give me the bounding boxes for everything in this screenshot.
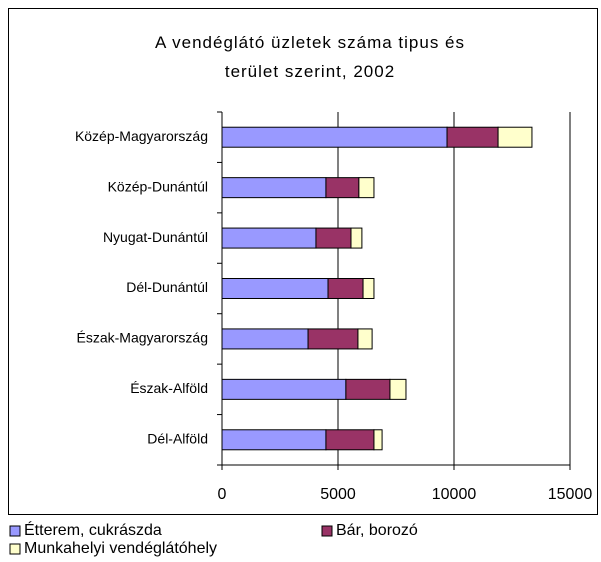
y-tick-label: Észak-Alföld: [130, 380, 208, 396]
bar-segment: [345, 378, 391, 400]
bar-segment: [446, 126, 499, 148]
legend-label: Bár, borozó: [336, 522, 418, 539]
bar-segment: [221, 227, 317, 249]
y-tick-label: Közép-Dunántúl: [108, 178, 208, 194]
chart-title: A vendéglátó üzletek száma tipus és terül…: [155, 33, 465, 81]
bar-segment: [389, 378, 407, 400]
legend-swatch: [321, 525, 333, 537]
y-tick-label: Nyugat-Dunántúl: [103, 229, 208, 245]
bar-segment: [221, 429, 327, 451]
x-tick-label: 10000: [432, 486, 477, 503]
bar-segment: [325, 429, 375, 451]
legend-label: Munkahelyi vendéglátóhely: [24, 540, 217, 557]
bar-segment: [327, 278, 364, 299]
bar-segment: [221, 278, 329, 299]
bar-segment: [357, 328, 373, 350]
bar-segment: [350, 227, 363, 249]
y-tick-label: Közép-Magyarország: [75, 128, 208, 144]
title-line: A vendéglátó üzletek száma tipus és: [155, 33, 465, 52]
bar-segment: [221, 328, 309, 350]
bar-segment: [373, 429, 383, 451]
bar-segment: [221, 378, 347, 400]
x-tick-label: 15000: [548, 486, 593, 503]
x-tick-label: 0: [218, 486, 227, 503]
bar-segment: [497, 126, 533, 148]
title-line: terület szerint, 2002: [225, 62, 395, 81]
bar-segment: [325, 177, 360, 199]
bar-segment: [221, 126, 448, 148]
bar-segment: [315, 227, 352, 249]
bar-segment: [362, 278, 375, 299]
y-tick-label: Dél-Alföld: [147, 430, 208, 446]
bar-segment: [307, 328, 359, 350]
y-tick-label: Dél-Dunántúl: [126, 279, 208, 295]
legend-swatch: [9, 543, 21, 555]
bar-segment: [221, 177, 327, 199]
x-tick-label: 5000: [320, 486, 356, 503]
bar-segment: [358, 177, 375, 199]
legend-label: Étterem, cukrászda: [24, 520, 162, 539]
legend-swatch: [9, 525, 21, 537]
y-tick-label: Észak-Magyarország: [77, 330, 209, 346]
